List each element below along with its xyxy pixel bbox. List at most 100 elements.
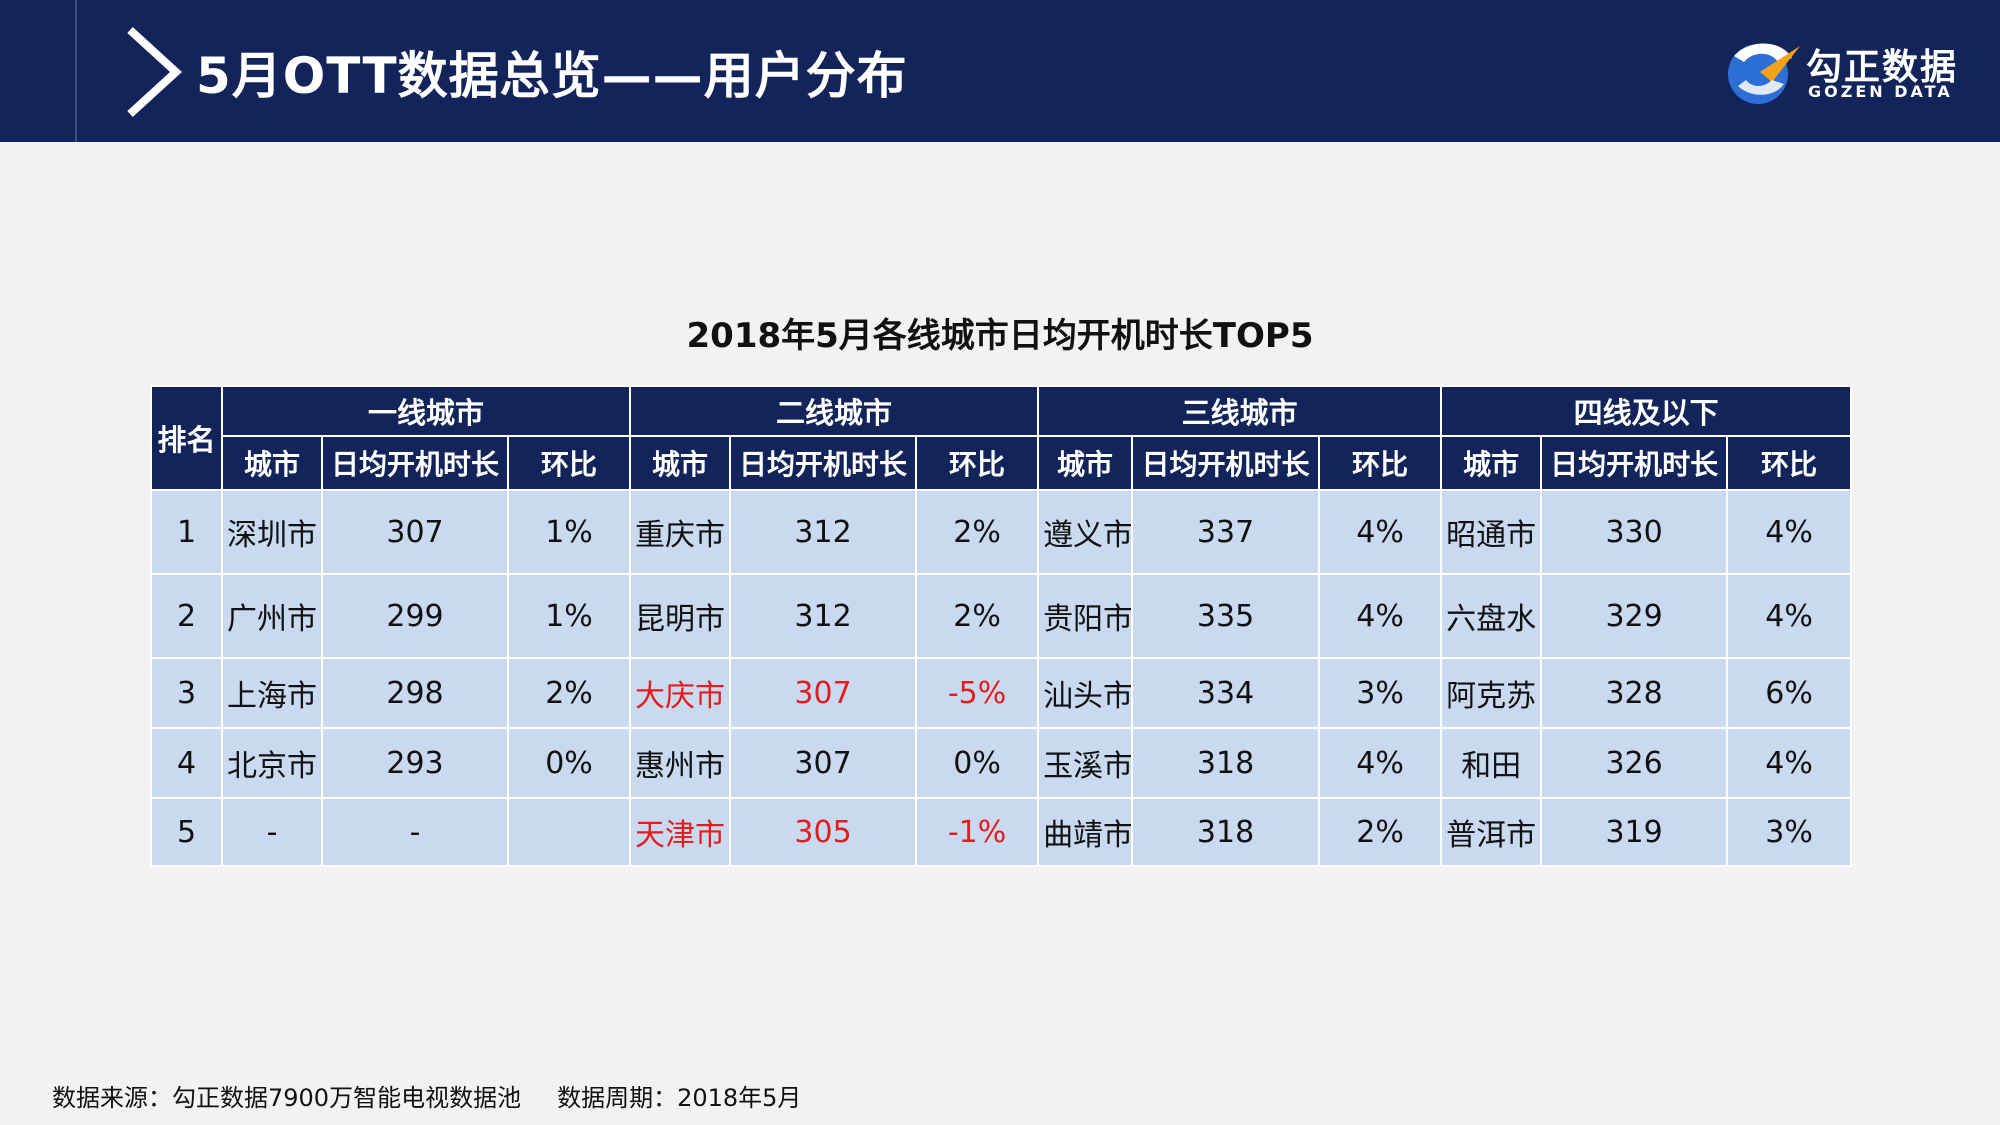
city-cell: 玉溪市 (1037, 727, 1134, 799)
data-period: 数据周期：2018年5月 (557, 1084, 802, 1112)
city-cell: - (221, 797, 323, 867)
ratio-cell: 2% (506, 657, 632, 729)
ratio-cell: 2% (915, 573, 1040, 659)
duration-cell: 335 (1131, 573, 1321, 659)
col-header-ratio: 环比 (1318, 435, 1443, 491)
group-header-tier4: 四线及以下 (1440, 385, 1853, 437)
logo-text-en: GOZEN DATA (1808, 82, 1953, 101)
city-cell: 昆明市 (629, 573, 732, 659)
ratio-cell: 4% (1726, 727, 1853, 799)
ratio-cell: 2% (915, 489, 1040, 575)
duration-cell: 334 (1131, 657, 1321, 729)
city-cell-highlight: 天津市 (629, 797, 732, 867)
duration-cell: 299 (321, 573, 509, 659)
city-cell: 阿克苏 (1440, 657, 1543, 729)
table-row: 5 - - 天津市 305 -1% 曲靖市 318 2% 普洱市 319 3% (150, 797, 1853, 867)
col-header-ratio: 环比 (506, 435, 632, 491)
duration-cell: 329 (1540, 573, 1729, 659)
city-cell: 曲靖市 (1037, 797, 1134, 867)
chevron-right-icon (127, 27, 182, 117)
duration-cell: 293 (321, 727, 509, 799)
duration-cell: 298 (321, 657, 509, 729)
ratio-cell: 0% (506, 727, 632, 799)
city-cell: 汕头市 (1037, 657, 1134, 729)
ratio-cell: 4% (1726, 489, 1853, 575)
ratio-cell: 3% (1726, 797, 1853, 867)
rank-cell: 4 (150, 727, 223, 799)
duration-cell: 319 (1540, 797, 1729, 867)
page-title: 5月OTT数据总览——用户分布 (196, 47, 908, 105)
col-header-ratio: 环比 (1726, 435, 1853, 491)
duration-cell-highlight: 307 (729, 657, 918, 729)
city-cell: 重庆市 (629, 489, 732, 575)
ratio-cell (506, 797, 632, 867)
table-title: 2018年5月各线城市日均开机时长TOP5 (686, 316, 1314, 356)
duration-cell: 307 (729, 727, 918, 799)
city-cell: 广州市 (221, 573, 323, 659)
group-header-tier1: 一线城市 (220, 385, 632, 437)
city-table: 排名 一线城市 二线城市 三线城市 四线及以下 城市 日均开机时长 环比 城市 … (150, 385, 1853, 867)
header-bar: 5月OTT数据总览——用户分布 勾正数据 GOZEN DATA (0, 0, 2000, 142)
duration-cell: 337 (1131, 489, 1321, 575)
ratio-cell: 0% (915, 727, 1040, 799)
ratio-cell: 4% (1318, 489, 1443, 575)
ratio-cell: 1% (506, 489, 632, 575)
col-header-duration: 日均开机时长 (1131, 435, 1321, 491)
rank-cell: 1 (150, 489, 223, 575)
col-header-ratio: 环比 (915, 435, 1040, 491)
ratio-cell: 1% (506, 573, 632, 659)
city-cell: 上海市 (221, 657, 323, 729)
rank-cell: 3 (150, 657, 223, 729)
ratio-cell: 4% (1318, 573, 1443, 659)
rank-cell: 5 (150, 797, 223, 867)
gozen-logo: 勾正数据 GOZEN DATA (1720, 36, 1980, 108)
ratio-cell: 4% (1726, 573, 1853, 659)
logo-text-cn: 勾正数据 (1806, 47, 1959, 88)
duration-cell: 330 (1540, 489, 1729, 575)
col-header-duration: 日均开机时长 (729, 435, 918, 491)
city-cell: 惠州市 (629, 727, 732, 799)
duration-cell-highlight: 305 (729, 797, 918, 867)
ratio-cell: 3% (1318, 657, 1443, 729)
rank-cell: 2 (150, 573, 223, 659)
col-header-city: 城市 (1440, 435, 1543, 491)
ratio-cell: 4% (1318, 727, 1443, 799)
city-cell: 六盘水 (1440, 573, 1543, 659)
rank-header: 排名 (150, 385, 223, 491)
city-cell: 和田 (1440, 727, 1543, 799)
table-row: 1 深圳市 307 1% 重庆市 312 2% 遵义市 337 4% 昭通市 3… (150, 489, 1853, 575)
city-cell: 普洱市 (1440, 797, 1543, 867)
table-row: 3 上海市 298 2% 大庆市 307 -5% 汕头市 334 3% 阿克苏 … (150, 657, 1853, 729)
ratio-cell: 6% (1726, 657, 1853, 729)
duration-cell: - (321, 797, 509, 867)
duration-cell: 312 (729, 489, 918, 575)
col-header-city: 城市 (221, 435, 323, 491)
header-divider (75, 0, 77, 142)
duration-cell: 318 (1131, 797, 1321, 867)
group-header-tier3: 三线城市 (1037, 385, 1443, 437)
data-source: 数据来源：勾正数据7900万智能电视数据池 (52, 1084, 522, 1112)
footer-note: 数据来源：勾正数据7900万智能电视数据池 数据周期：2018年5月 (52, 1078, 801, 1113)
ratio-cell-highlight: -1% (915, 797, 1040, 867)
duration-cell: 328 (1540, 657, 1729, 729)
col-header-duration: 日均开机时长 (321, 435, 509, 491)
col-header-duration: 日均开机时长 (1540, 435, 1729, 491)
duration-cell: 307 (321, 489, 509, 575)
city-cell: 深圳市 (221, 489, 323, 575)
group-header-tier2: 二线城市 (629, 385, 1040, 437)
city-cell: 昭通市 (1440, 489, 1543, 575)
city-cell: 遵义市 (1037, 489, 1134, 575)
duration-cell: 312 (729, 573, 918, 659)
table-row: 4 北京市 293 0% 惠州市 307 0% 玉溪市 318 4% 和田 32… (150, 727, 1853, 799)
table-row: 2 广州市 299 1% 昆明市 312 2% 贵阳市 335 4% 六盘水 3… (150, 573, 1853, 659)
city-cell: 贵阳市 (1037, 573, 1134, 659)
duration-cell: 318 (1131, 727, 1321, 799)
city-cell-highlight: 大庆市 (629, 657, 732, 729)
gozen-logo-mark (1728, 43, 1800, 104)
ratio-cell: 2% (1318, 797, 1443, 867)
city-cell: 北京市 (221, 727, 323, 799)
ratio-cell-highlight: -5% (915, 657, 1040, 729)
duration-cell: 326 (1540, 727, 1729, 799)
col-header-city: 城市 (629, 435, 732, 491)
col-header-city: 城市 (1037, 435, 1134, 491)
